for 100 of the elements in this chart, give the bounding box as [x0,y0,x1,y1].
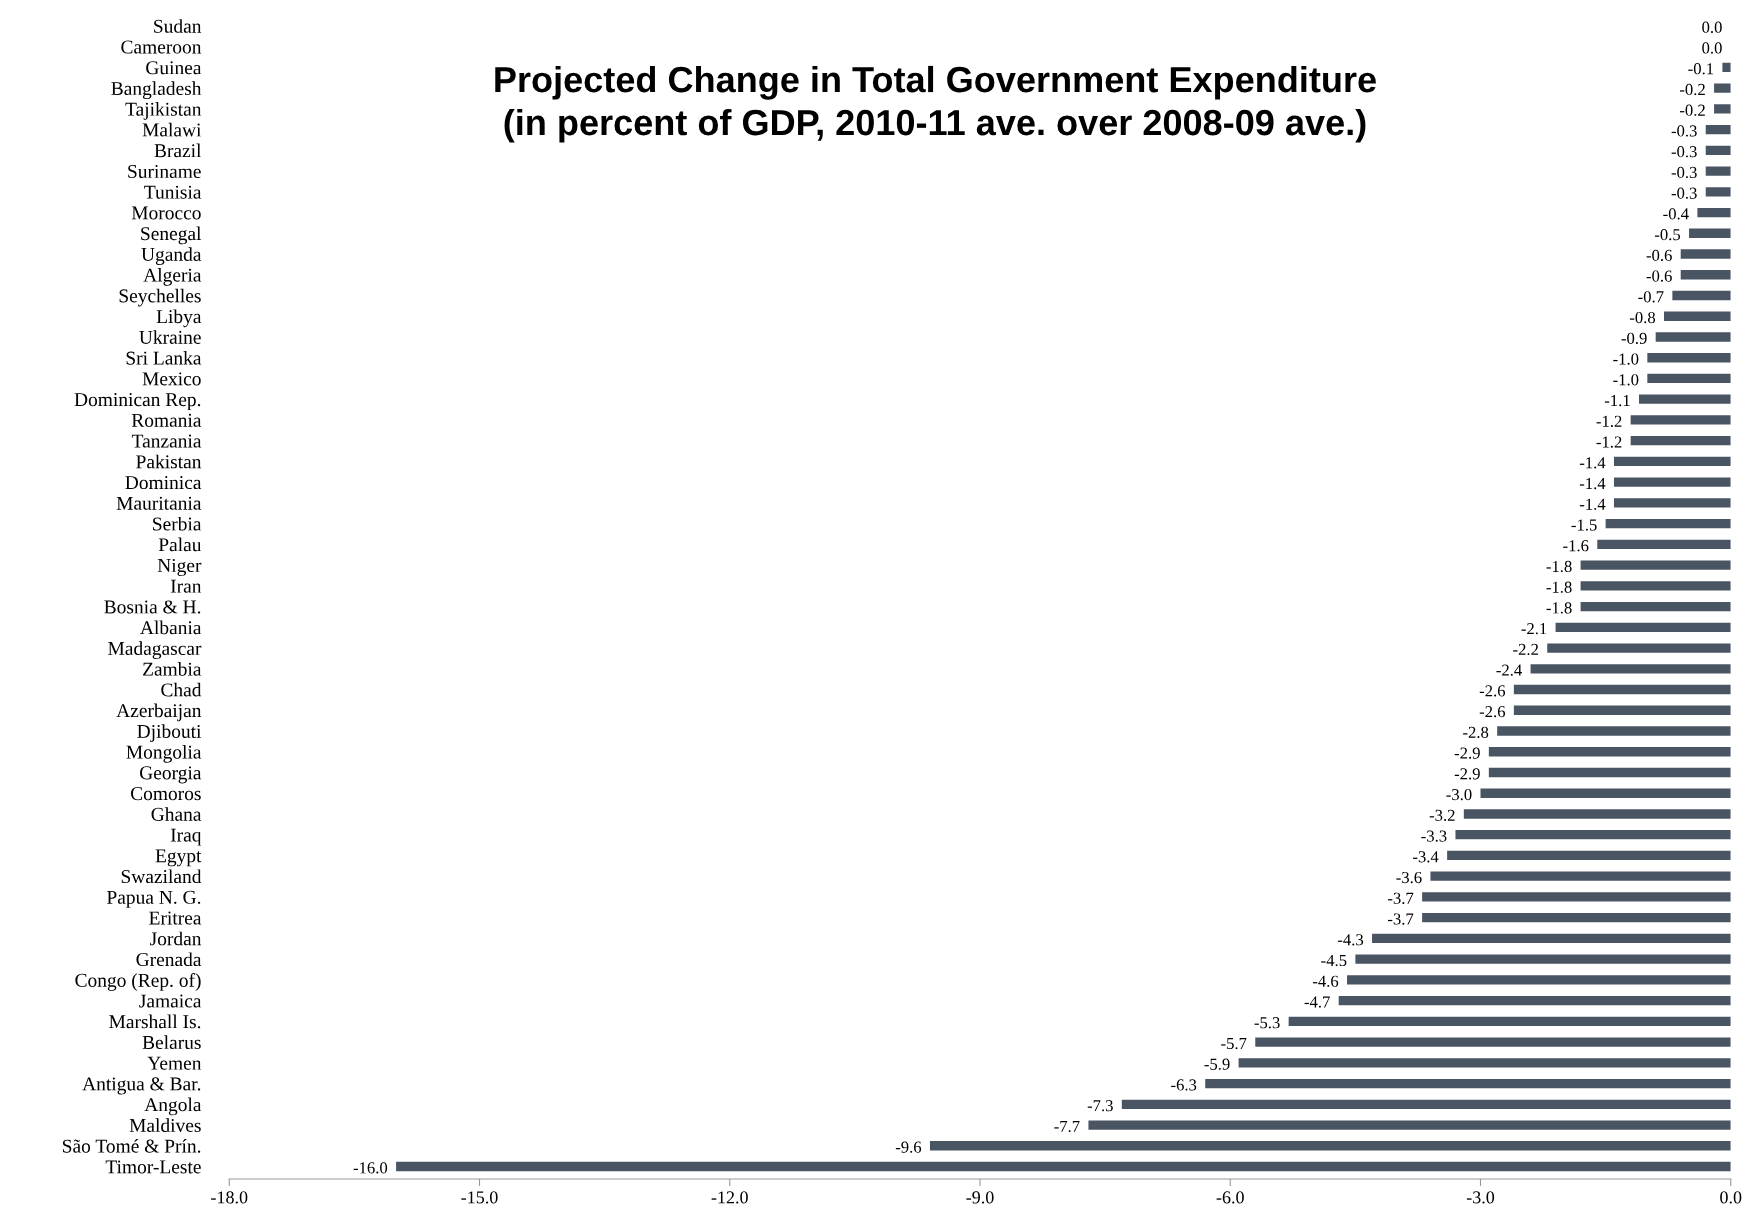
y-tick-label: Comoros [130,787,201,801]
y-tick-label: São Tomé & Prín. [62,1139,201,1153]
y-tick-label: Bosnia & H. [104,600,201,614]
data-label: -3.7 [1388,913,1414,925]
y-tick-label: Seychelles [119,288,201,307]
y-tick-label: Yemen [147,1056,202,1070]
data-label: -5.3 [1254,1017,1280,1029]
data-label: -0.5 [1654,228,1681,241]
data-label: -4.6 [1312,975,1339,987]
data-label: -5.7 [1221,1037,1247,1050]
y-tick-label: Zambia [143,662,202,676]
data-label: -3.2 [1429,809,1455,821]
data-label: -1.8 [1546,560,1572,573]
data-label: -1.1 [1604,394,1630,407]
y-tick-label: Albania [140,620,202,635]
data-label: -1.0 [1613,374,1639,386]
data-label: -0.3 [1671,187,1697,199]
y-tick-label: Sri Lanka [126,350,202,365]
y-tick-label: Swaziland [121,869,202,884]
y-tick-label: Morocco [131,206,201,220]
y-tick-label: Tunisia [144,185,202,199]
y-tick-label: Dominica [125,476,202,490]
data-label: 0.0 [1702,21,1722,33]
y-tick-label: Marshall Is. [109,1014,201,1029]
data-label: -4.3 [1337,934,1364,946]
y-tick-label: Bangladesh [111,81,202,100]
y-tick-label: Jamaica [139,994,202,1008]
y-tick-label: Uganda [141,247,202,265]
data-label: -1.2 [1596,436,1622,448]
y-tick-label: Iran [170,579,202,593]
data-label: -3.0 [1446,788,1472,801]
data-label: -4.5 [1321,954,1347,967]
y-tick-label: Ghana [151,807,202,821]
data-label: -0.6 [1646,270,1672,282]
data-label: -2.8 [1463,726,1489,739]
data-label: -1.6 [1563,540,1589,552]
data-label: -2.1 [1521,623,1547,635]
data-label: -1.0 [1613,353,1639,365]
data-label: -4.7 [1304,996,1330,1008]
y-tick-label: Dominican Rep. [74,393,201,411]
data-label: -2.2 [1513,643,1538,656]
y-tick-label: Grenada [136,952,202,967]
y-tick-label: Serbia [153,516,202,531]
y-tick-label: Cameroon [121,40,202,54]
data-label: -6.3 [1171,1079,1197,1091]
data-label: -5.9 [1204,1058,1230,1070]
y-tick-label: Congo (Rep. of) [75,973,201,991]
data-label: -0.6 [1646,249,1672,262]
y-tick-label: Georgia [139,766,202,784]
y-tick-label: Angola [144,1097,202,1116]
data-label: -3.4 [1413,851,1439,863]
y-tick-label: Brazil [154,143,202,158]
data-label: -2.6 [1479,706,1506,718]
data-label: -0.9 [1621,332,1647,344]
data-label: -1.2 [1596,415,1622,427]
y-tick-label: Algeria [143,268,202,286]
data-label: -0.7 [1638,291,1664,303]
data-label: -0.2 [1679,104,1705,116]
x-tick-label: -12.0 [711,1191,748,1204]
y-tick-label: Madagascar [108,641,202,659]
data-label: -9.6 [895,1141,922,1153]
data-label: -2.6 [1479,685,1506,697]
y-tick-label: Sudan [154,19,202,33]
data-label: -2.4 [1496,664,1522,676]
y-tick-label: Tanzania [131,434,202,448]
y-tick-label: Maldives [129,1118,201,1132]
y-tick-label: Chad [161,682,202,697]
y-tick-label: Romania [131,413,202,427]
y-tick-label: Jordan [150,931,202,946]
data-label: -1.5 [1571,519,1597,531]
y-tick-label: Ukraine [139,330,201,344]
y-tick-label: Guinea [146,61,202,75]
data-label: -1.4 [1579,498,1606,510]
data-label: -3.7 [1388,892,1414,904]
y-tick-label: Mongolia [126,745,202,763]
data-label: -7.7 [1054,1120,1080,1133]
y-tick-label: Belarus [142,1035,201,1050]
data-label: -3.3 [1421,830,1447,842]
x-tick-label: -6.0 [1216,1191,1244,1204]
y-tick-label: Azerbaijan [116,703,202,722]
data-label: -3.6 [1396,871,1422,884]
data-label: -1.8 [1546,581,1572,593]
y-tick-label: Eritrea [149,911,202,925]
y-tick-label: Papua N. G. [106,890,201,908]
y-tick-label: Antigua & Bar. [82,1077,201,1095]
x-tick-label: -15.0 [461,1191,498,1204]
data-label: -0.3 [1671,166,1697,179]
data-label: -0.1 [1688,63,1714,75]
x-tick-label: -9.0 [966,1191,994,1204]
y-tick-label: Palau [158,537,202,552]
y-tick-label: Senegal [141,226,202,245]
y-tick-label: Timor-Leste [105,1160,201,1174]
y-tick-label: Mauritania [116,496,202,510]
data-label: -2.9 [1454,747,1480,759]
data-label: -0.8 [1629,311,1656,324]
y-tick-label: Suriname [128,164,201,179]
y-tick-label: Pakistan [136,454,202,469]
data-label: -1.8 [1546,602,1572,614]
data-label: -2.9 [1454,768,1480,780]
y-tick-label: Djibouti [137,724,202,742]
